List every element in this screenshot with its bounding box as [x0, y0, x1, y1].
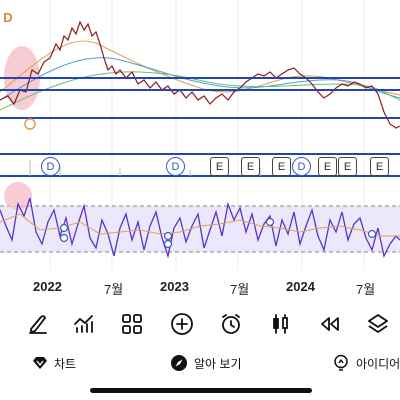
event-marker[interactable]: D	[166, 157, 185, 176]
marker-label: E	[343, 160, 352, 173]
top-dividend-badge[interactable]: D	[0, 8, 16, 26]
tab-learn-label: 알아 보기	[194, 356, 242, 371]
chart-toolbar	[0, 306, 400, 342]
x-axis-label: 7월	[104, 282, 124, 297]
price-line	[0, 20, 400, 129]
layers-icon[interactable]	[360, 306, 396, 342]
grid-icon[interactable]	[114, 306, 150, 342]
home-indicator	[90, 388, 312, 393]
event-marker[interactable]: E	[241, 157, 260, 176]
add-icon[interactable]	[164, 306, 200, 342]
tab-idea-label: 아이디어	[356, 356, 400, 371]
tab-chart[interactable]: 차트	[32, 352, 76, 374]
x-axis-label: 2023	[160, 279, 189, 294]
marker-label: E	[277, 160, 286, 173]
event-marker[interactable]: E	[210, 157, 229, 176]
tab-chart-label: 차트	[54, 356, 77, 371]
rewind-icon[interactable]	[312, 306, 348, 342]
price-chart[interactable]: D D D E E E D E E E 2022 7월 2023 7월 2024…	[0, 0, 400, 300]
chart-canvas[interactable]	[0, 0, 400, 300]
x-axis-label: 2022	[33, 279, 62, 294]
marker-label: E	[375, 160, 384, 173]
event-marker[interactable]: D	[292, 157, 311, 176]
badge-label: D	[3, 9, 13, 25]
marker-label: E	[215, 160, 224, 173]
x-axis-label: 7월	[356, 282, 376, 297]
tab-learn[interactable]: 알아 보기	[170, 352, 242, 374]
diamond-icon	[33, 357, 47, 369]
marker-label: D	[171, 160, 180, 173]
bottom-nav: 차트 알아 보기 아이디어	[0, 346, 400, 380]
signal-marker[interactable]	[24, 118, 36, 130]
event-marker[interactable]: D	[41, 157, 60, 176]
x-axis-label: 2024	[286, 279, 315, 294]
alarm-icon[interactable]	[213, 306, 249, 342]
lightbulb-icon	[334, 354, 348, 371]
x-axis-label: 7월	[230, 282, 250, 297]
marker-label: D	[297, 160, 306, 173]
event-marker[interactable]: E	[318, 157, 337, 176]
event-marker[interactable]: E	[370, 157, 389, 176]
oscillator-line	[0, 197, 400, 259]
event-marker[interactable]: E	[272, 157, 291, 176]
draw-pen-icon[interactable]	[20, 306, 56, 342]
marker-label: D	[46, 160, 55, 173]
price-level-lines[interactable]	[0, 77, 400, 119]
marker-label: E	[323, 160, 332, 173]
marker-label: E	[246, 160, 255, 173]
candlestick-icon[interactable]	[263, 306, 299, 342]
tab-idea[interactable]: 아이디어	[332, 352, 400, 374]
moving-average-line	[0, 57, 400, 101]
indicator-icon[interactable]	[66, 306, 102, 342]
oscillator-markers[interactable]	[59, 217, 377, 249]
oscillator-highlight	[4, 182, 32, 210]
compass-icon	[171, 355, 187, 371]
event-marker[interactable]: E	[338, 157, 357, 176]
